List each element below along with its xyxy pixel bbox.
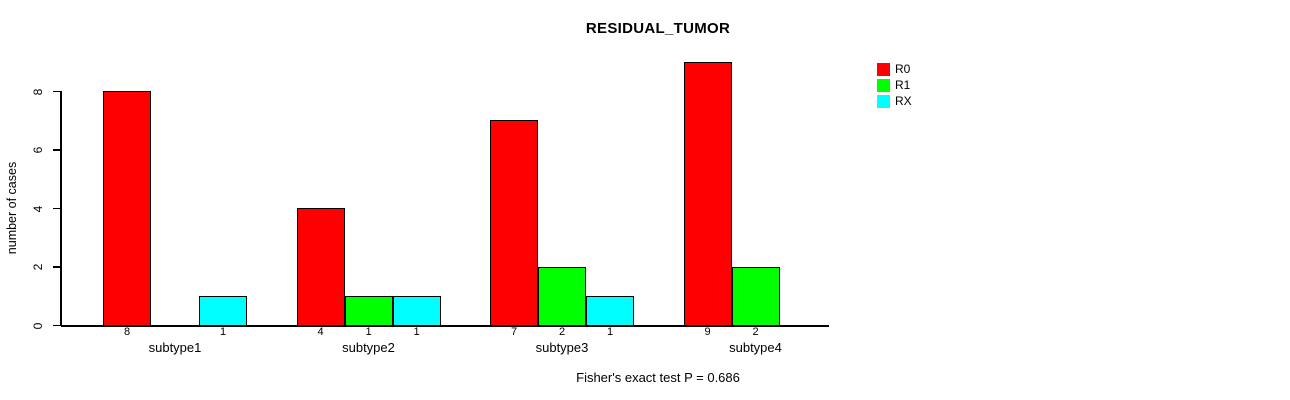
legend-label-r0: R0 — [895, 62, 911, 76]
bar-value-label: 1 — [219, 326, 227, 338]
category-label: subtype1 — [148, 340, 202, 355]
legend-label-r1: R1 — [895, 78, 911, 92]
y-tick — [53, 324, 61, 326]
bar-r0-subtype1 — [103, 91, 151, 326]
legend-swatch-r0 — [877, 63, 890, 76]
bar-value-label: 1 — [413, 326, 420, 338]
bar-value-label: 9 — [704, 326, 711, 338]
annotation-text: Fisher's exact test P = 0.686 — [576, 370, 740, 385]
legend-swatch-r1 — [877, 79, 890, 92]
bar-value-label: 7 — [510, 326, 518, 338]
bar-r1-subtype3 — [538, 266, 586, 326]
bar-value-label: 1 — [365, 326, 372, 338]
y-axis-title: number of cases — [5, 161, 19, 255]
y-tick — [53, 149, 61, 151]
category-label: subtype4 — [729, 340, 782, 355]
y-tick-label: 4 — [31, 205, 45, 212]
y-tick-label: 8 — [31, 88, 45, 95]
bar-value-label: 1 — [606, 326, 614, 338]
bar-value-label: 4 — [317, 326, 324, 338]
bar-r1-subtype4 — [731, 266, 780, 326]
bar-r1-subtype2 — [344, 295, 393, 326]
category-label: subtype3 — [535, 340, 589, 355]
bar-value-label: 2 — [752, 326, 759, 338]
chart-title: RESIDUAL_TUMOR — [585, 20, 731, 37]
y-tick-label: 2 — [31, 263, 45, 271]
bar-value-label: 8 — [123, 326, 131, 338]
category-label: subtype2 — [342, 340, 395, 355]
bar-rx-subtype1 — [199, 295, 247, 326]
bar-rx-subtype2 — [392, 295, 441, 326]
bar-rx-subtype3 — [586, 295, 634, 326]
y-tick — [53, 90, 61, 92]
bar-r0-subtype2 — [296, 208, 345, 326]
y-tick — [53, 266, 61, 268]
y-tick-label: 0 — [31, 322, 45, 329]
y-tick-label: 6 — [31, 146, 45, 154]
bar-r0-subtype3 — [490, 120, 538, 326]
x-axis-line — [61, 325, 829, 327]
bar-r0-subtype4 — [683, 61, 732, 326]
legend-swatch-rx — [877, 95, 890, 108]
y-tick — [53, 207, 61, 209]
legend-label-rx: RX — [895, 94, 912, 108]
bar-value-label: 2 — [558, 326, 566, 338]
